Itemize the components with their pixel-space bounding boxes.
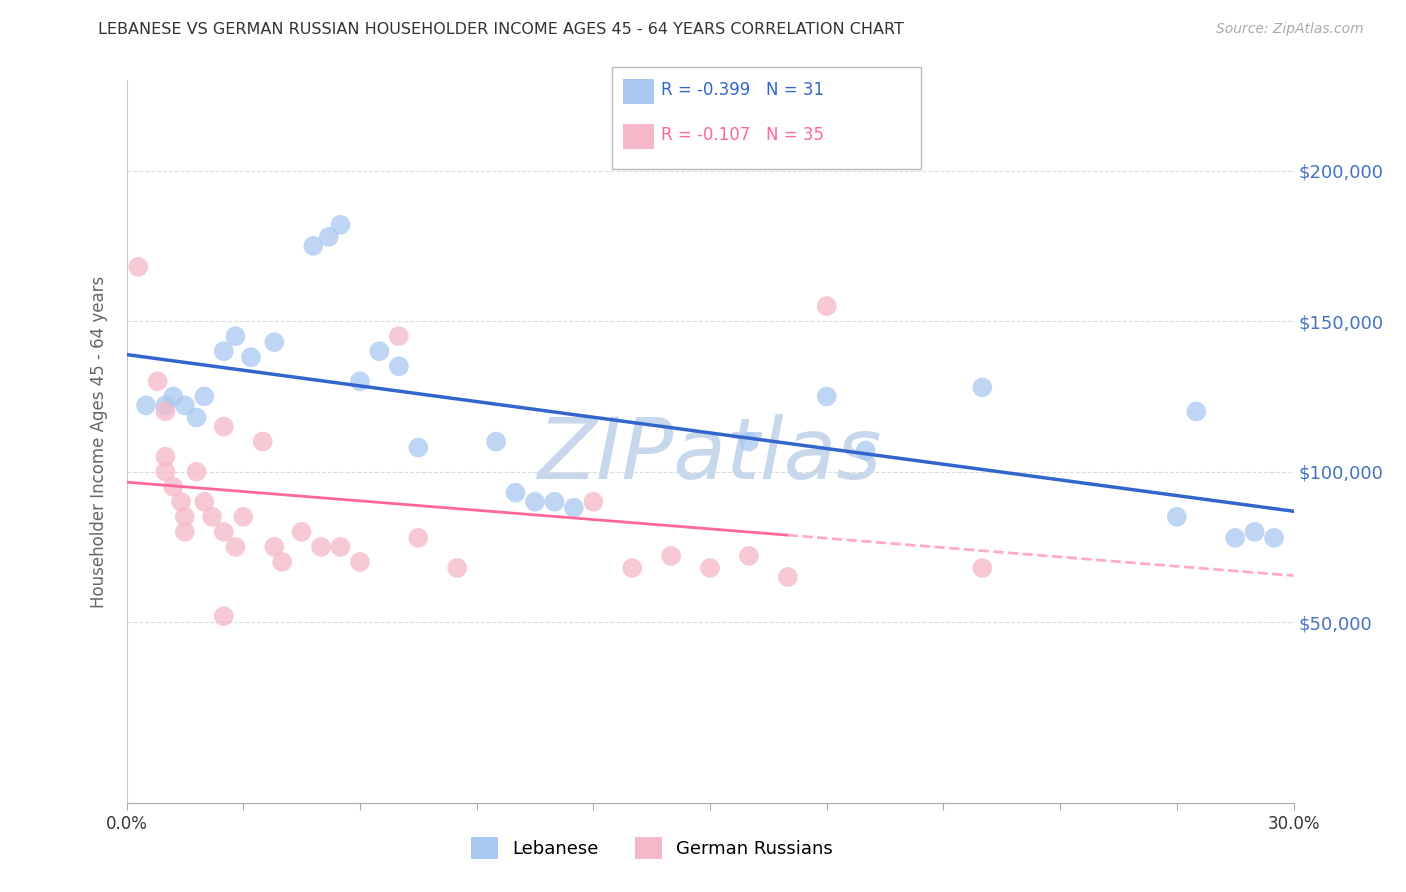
Point (543, 494, 565, 508)
Point (972, 380, 994, 394)
Text: R = -0.107   N = 35: R = -0.107 N = 35 (661, 126, 824, 144)
Point (290, 524, 312, 539)
Point (855, 443, 877, 458)
Point (224, 540, 246, 554)
Point (523, 494, 546, 508)
Point (186, 465, 208, 479)
Point (621, 561, 644, 575)
Legend: Lebanese, German Russians: Lebanese, German Russians (471, 837, 832, 859)
Point (1166, 509, 1188, 524)
Point (368, 344, 391, 359)
Point (1263, 531, 1285, 545)
Point (329, 218, 352, 232)
Point (201, 509, 224, 524)
Point (186, 410, 208, 425)
Point (232, 509, 254, 524)
Point (738, 549, 761, 563)
Point (1223, 531, 1246, 545)
Point (170, 494, 193, 508)
Point (815, 299, 838, 313)
Point (318, 229, 340, 244)
Text: R = -0.399   N = 31: R = -0.399 N = 31 (661, 81, 824, 99)
Point (193, 494, 215, 508)
Point (446, 561, 468, 575)
Point (212, 344, 235, 359)
Point (155, 450, 177, 464)
Point (155, 465, 177, 479)
Point (212, 609, 235, 624)
Point (408, 531, 430, 545)
Point (388, 359, 411, 374)
Point (408, 441, 430, 455)
Point (349, 374, 371, 388)
Point (135, 398, 157, 412)
Point (388, 329, 411, 343)
Point (127, 260, 149, 274)
Point (263, 335, 285, 350)
Point (776, 570, 799, 584)
Point (485, 434, 508, 449)
Point (329, 540, 352, 554)
Point (193, 389, 215, 403)
Point (309, 540, 332, 554)
Point (349, 555, 371, 569)
Text: LEBANESE VS GERMAN RUSSIAN HOUSEHOLDER INCOME AGES 45 - 64 YEARS CORRELATION CHA: LEBANESE VS GERMAN RUSSIAN HOUSEHOLDER I… (98, 22, 904, 37)
Point (972, 561, 994, 575)
Point (1185, 404, 1208, 418)
Point (212, 419, 235, 434)
Point (562, 500, 585, 515)
Point (263, 540, 285, 554)
Text: Source: ZipAtlas.com: Source: ZipAtlas.com (1216, 22, 1364, 37)
Point (146, 374, 169, 388)
Point (162, 389, 184, 403)
Point (659, 549, 682, 563)
Point (699, 561, 721, 575)
Point (155, 398, 177, 412)
Text: ZIPatlas: ZIPatlas (538, 415, 882, 498)
Y-axis label: Householder Income Ages 45 - 64 years: Householder Income Ages 45 - 64 years (90, 276, 108, 607)
Point (302, 239, 325, 253)
Point (174, 509, 197, 524)
Point (582, 494, 605, 508)
Point (815, 389, 838, 403)
Point (271, 555, 294, 569)
Point (155, 404, 177, 418)
Point (252, 434, 274, 449)
Point (738, 434, 761, 449)
Point (162, 480, 184, 494)
Point (240, 350, 263, 364)
Point (1243, 524, 1265, 539)
Point (505, 485, 527, 500)
Point (174, 524, 197, 539)
Point (174, 398, 197, 412)
Point (212, 524, 235, 539)
Point (224, 329, 246, 343)
